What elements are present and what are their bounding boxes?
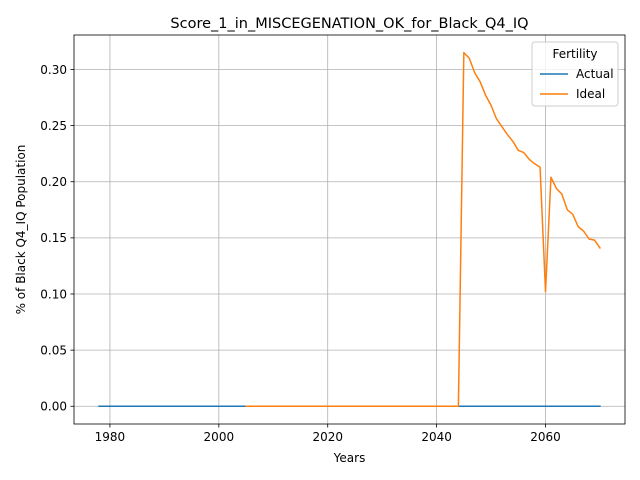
y-tick-label: 0.00 xyxy=(40,400,67,414)
y-axis-label: % of Black Q4_IQ Population xyxy=(14,145,28,315)
series-lines xyxy=(98,51,601,408)
grid-lines xyxy=(74,35,625,424)
x-tick-label: 2000 xyxy=(204,430,235,444)
axes-ticks: 1980 2000 2020 2040 2060 0.00 0.05 0.10 0.15 0.20… xyxy=(40,63,561,444)
x-tick-label: 1980 xyxy=(95,430,126,444)
legend: Fertility Actual Ideal xyxy=(531,41,619,107)
legend-label-ideal: Ideal xyxy=(576,87,605,101)
legend-box xyxy=(531,41,619,107)
y-tick-label: 0.15 xyxy=(40,231,67,245)
y-tick-label: 0.25 xyxy=(40,119,67,133)
legend-entries: Actual Ideal xyxy=(540,67,614,101)
x-tick-label: 2060 xyxy=(530,430,561,444)
legend-title: Fertility xyxy=(552,47,597,61)
y-tick-label: 0.05 xyxy=(40,343,67,357)
legend-label-actual: Actual xyxy=(576,67,614,81)
series-line-ideal xyxy=(245,51,601,408)
y-tick-label: 0.10 xyxy=(40,287,67,301)
plot-frame xyxy=(73,34,626,425)
x-tick-label: 2040 xyxy=(421,430,452,444)
chart-title: Score_1_in_MISCEGENATION_OK_for_Black_Q4… xyxy=(170,16,528,32)
y-tick-label: 0.20 xyxy=(40,175,67,189)
x-tick-label: 2020 xyxy=(312,430,343,444)
y-tick-label: 0.30 xyxy=(40,63,67,77)
x-axis-label: Years xyxy=(333,451,366,465)
